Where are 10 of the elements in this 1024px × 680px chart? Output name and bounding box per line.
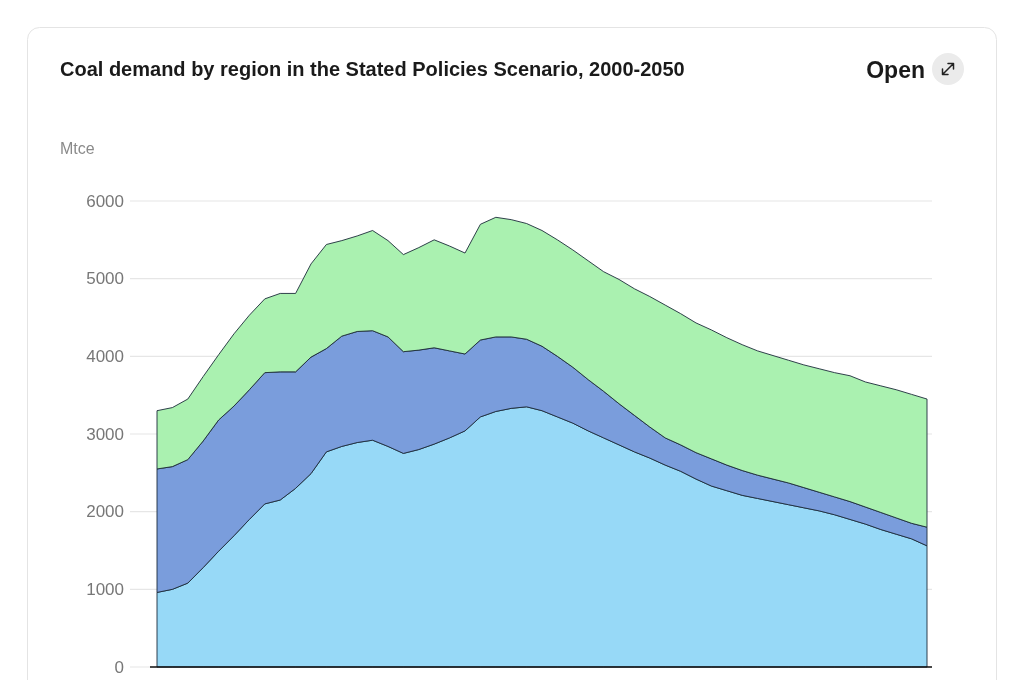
text: Open (866, 57, 925, 83)
y-tick-label: 6000 (86, 191, 124, 211)
y-tick-label: 0 (114, 657, 124, 677)
chart-title: Coal demand by region in the Stated Policies Scenario, 2000-2050 (60, 58, 685, 80)
y-tick-label: 4000 (86, 346, 124, 366)
y-tick-label: 3000 (86, 424, 124, 444)
y-tick-label: 1000 (86, 579, 124, 599)
y-axis-title: Mtce (60, 140, 95, 157)
y-tick-label: 5000 (86, 269, 124, 289)
y-tick-label: 2000 (86, 502, 124, 522)
